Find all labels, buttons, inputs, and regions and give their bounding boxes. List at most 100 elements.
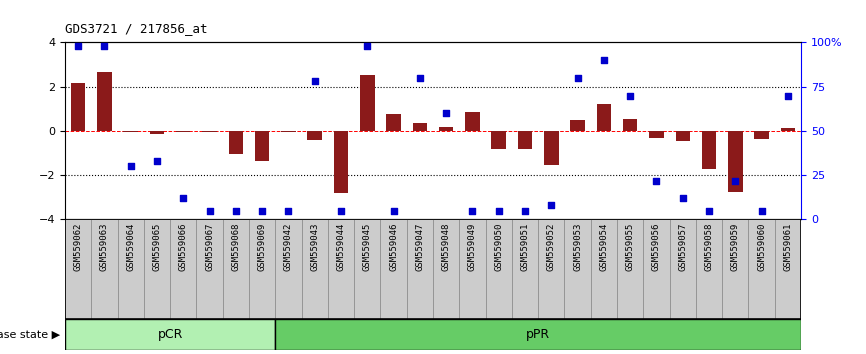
Bar xyxy=(643,219,669,319)
Bar xyxy=(780,128,795,131)
Point xyxy=(466,208,480,213)
Bar xyxy=(97,72,112,131)
Bar xyxy=(486,219,512,319)
Bar xyxy=(728,131,742,192)
Bar xyxy=(150,131,165,134)
Text: pPR: pPR xyxy=(526,328,550,341)
Point xyxy=(571,75,585,81)
Text: GSM559057: GSM559057 xyxy=(678,222,688,271)
Bar xyxy=(650,131,663,138)
Text: GSM559044: GSM559044 xyxy=(337,222,346,271)
Bar xyxy=(360,75,374,131)
Point xyxy=(124,164,138,169)
Bar xyxy=(249,219,275,319)
Bar xyxy=(512,219,538,319)
Bar xyxy=(754,131,769,139)
Bar xyxy=(591,219,617,319)
Bar xyxy=(465,112,480,131)
Point xyxy=(781,93,795,98)
Bar xyxy=(333,131,348,193)
Text: GSM559046: GSM559046 xyxy=(389,222,398,271)
Text: GSM559048: GSM559048 xyxy=(442,222,450,271)
Bar xyxy=(65,319,275,350)
Bar xyxy=(380,219,407,319)
Bar xyxy=(518,131,533,149)
Text: GSM559064: GSM559064 xyxy=(126,222,135,271)
Bar xyxy=(459,219,486,319)
Point xyxy=(545,202,559,208)
Point xyxy=(255,208,269,213)
Point xyxy=(71,43,85,49)
Text: GSM559058: GSM559058 xyxy=(705,222,714,271)
Bar xyxy=(696,219,722,319)
Text: GSM559061: GSM559061 xyxy=(784,222,792,271)
Point xyxy=(728,178,742,183)
Point xyxy=(386,208,400,213)
Bar xyxy=(433,219,459,319)
Text: pCR: pCR xyxy=(158,328,183,341)
Text: GSM559049: GSM559049 xyxy=(468,222,477,271)
Bar xyxy=(565,219,591,319)
Bar xyxy=(170,219,197,319)
Text: GSM559053: GSM559053 xyxy=(573,222,582,271)
Bar xyxy=(275,219,301,319)
Text: GSM559066: GSM559066 xyxy=(178,222,188,271)
Bar xyxy=(124,131,138,132)
Bar xyxy=(197,219,223,319)
Bar xyxy=(255,131,269,161)
Bar xyxy=(203,131,216,132)
Text: GSM559043: GSM559043 xyxy=(310,222,320,271)
Bar xyxy=(281,131,295,132)
Text: disease state ▶: disease state ▶ xyxy=(0,330,61,339)
Point xyxy=(360,43,374,49)
Bar xyxy=(118,219,144,319)
Point xyxy=(675,195,689,201)
Text: GSM559055: GSM559055 xyxy=(625,222,635,271)
Bar xyxy=(229,131,243,154)
Point xyxy=(281,208,295,213)
Text: GSM559054: GSM559054 xyxy=(599,222,609,271)
Bar xyxy=(775,219,801,319)
Text: GSM559068: GSM559068 xyxy=(231,222,241,271)
Text: GSM559062: GSM559062 xyxy=(74,222,82,271)
Bar xyxy=(597,104,611,131)
Bar xyxy=(675,131,690,141)
Point xyxy=(98,43,112,49)
Bar xyxy=(71,84,86,131)
Text: GSM559047: GSM559047 xyxy=(416,222,424,271)
Point xyxy=(203,208,216,213)
Bar xyxy=(439,127,454,131)
Point xyxy=(650,178,663,183)
Bar xyxy=(91,219,118,319)
Text: GSM559052: GSM559052 xyxy=(546,222,556,271)
Bar xyxy=(623,119,637,131)
Point xyxy=(413,75,427,81)
Bar xyxy=(328,219,354,319)
Point xyxy=(754,208,768,213)
Bar xyxy=(617,219,643,319)
Bar xyxy=(544,131,559,165)
Text: GSM559059: GSM559059 xyxy=(731,222,740,271)
Bar xyxy=(354,219,380,319)
Text: GSM559069: GSM559069 xyxy=(257,222,267,271)
Bar xyxy=(176,131,191,132)
Text: GSM559042: GSM559042 xyxy=(284,222,293,271)
Point xyxy=(492,208,506,213)
Bar xyxy=(538,219,565,319)
Bar xyxy=(301,219,328,319)
Point xyxy=(518,208,532,213)
Text: GSM559063: GSM559063 xyxy=(100,222,109,271)
Point xyxy=(177,195,191,201)
Text: GSM559065: GSM559065 xyxy=(152,222,161,271)
Point xyxy=(334,208,348,213)
Bar xyxy=(492,131,506,149)
Text: GDS3721 / 217856_at: GDS3721 / 217856_at xyxy=(65,22,208,35)
Text: GSM559067: GSM559067 xyxy=(205,222,214,271)
Text: GSM559045: GSM559045 xyxy=(363,222,372,271)
Bar xyxy=(407,219,433,319)
Bar xyxy=(307,131,322,140)
Point xyxy=(702,208,716,213)
Point xyxy=(307,79,321,84)
Bar xyxy=(669,219,696,319)
Bar xyxy=(748,219,775,319)
